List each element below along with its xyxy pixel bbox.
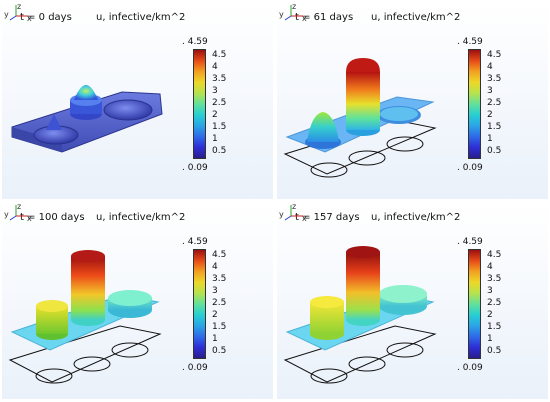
colorbar-min-label: . 0.09 (457, 363, 483, 373)
colorbar-tick: 1 (212, 134, 218, 144)
axis-x-label: x (27, 214, 32, 223)
colorbar-tick: 1 (487, 334, 493, 344)
colorbar-min-label: . 0.09 (182, 163, 208, 173)
colorbar-tick: 1 (487, 134, 493, 144)
colorbar-tick: 2 (212, 310, 218, 320)
colorbar-tick: 0.5 (212, 146, 227, 156)
colorbar-tick: 3.5 (212, 74, 227, 84)
time-label: t = 0 days (20, 12, 72, 23)
colorbar-tick: 3 (212, 286, 218, 296)
colorbar-tick: 2.5 (212, 298, 227, 308)
colorbar-tick: 4 (487, 262, 493, 272)
axis-x-label: x (302, 14, 307, 23)
domain-outline-t100 (8, 325, 162, 384)
surface-plot-t61 (283, 58, 437, 178)
plot-panel-t157: t = 157 days u, infective/km^2 . 4.59 4.… (277, 202, 548, 399)
colorbar-min-label: . 0.09 (457, 163, 483, 173)
axes-triad-icon: y z x (4, 202, 32, 223)
colorbar-tick: 1.5 (487, 322, 502, 332)
colorbar-tick: 2.5 (487, 98, 502, 108)
domain-surface-t0 (11, 85, 163, 153)
expression-label: u, infective/km^2 (371, 12, 461, 23)
colorbar-tick: 3 (487, 286, 493, 296)
time-label: t = 157 days (295, 212, 360, 223)
axis-z-label: z (292, 202, 296, 211)
axis-z-label: z (17, 202, 21, 211)
colorbar-tick: 0.5 (487, 346, 502, 356)
colorbar-max-label: . 4.59 (182, 237, 208, 247)
axis-z-label: z (17, 2, 21, 11)
plot-panel-t0: t = 0 days u, infective/km^2 . 4.59 4.5 … (2, 2, 273, 199)
colorbar-tick: 2 (487, 110, 493, 120)
surface-plot-t100 (8, 250, 162, 384)
colorbar-tick: 4 (212, 62, 218, 72)
colorbar-tick: 4 (487, 62, 493, 72)
colorbar-max-label: . 4.59 (457, 37, 483, 47)
colorbar-tick: 4.5 (212, 250, 227, 260)
expression-label: u, infective/km^2 (371, 212, 461, 223)
colorbar-tick: 4 (212, 262, 218, 272)
plot-panel-t100: t = 100 days u, infective/km^2 . 4.59 4.… (2, 202, 273, 399)
colorbar-tick: 3.5 (212, 274, 227, 284)
colorbar-tick: 2 (487, 310, 493, 320)
axis-y-label: y (279, 210, 284, 219)
axes-triad-icon: y z x (279, 202, 307, 223)
colorbar-tick: 1.5 (212, 122, 227, 132)
domain-surface-t61 (285, 58, 435, 153)
colorbar-tick: 4.5 (487, 50, 502, 60)
surface-plot-t0 (11, 85, 163, 153)
colorbar-tick: 0.5 (212, 346, 227, 356)
axis-x-label: x (302, 214, 307, 223)
colorbar (193, 249, 206, 359)
colorbar (468, 249, 481, 359)
time-label: t = 61 days (295, 12, 354, 23)
axes-triad-icon: y z x (4, 2, 32, 23)
colorbar-tick: 4.5 (487, 250, 502, 260)
axis-y-label: y (279, 10, 284, 19)
colorbar-tick: 3.5 (487, 74, 502, 84)
colorbar-tick: 4.5 (212, 50, 227, 60)
colorbar-max-label: . 4.59 (182, 37, 208, 47)
colorbar-tick: 2.5 (212, 98, 227, 108)
time-label: t = 100 days (20, 212, 85, 223)
axis-x-label: x (27, 14, 32, 23)
surface-plot-t157 (283, 246, 437, 384)
colorbar-tick: 2 (212, 110, 218, 120)
colorbar-tick: 1.5 (212, 322, 227, 332)
colorbar-tick: 0.5 (487, 146, 502, 156)
colorbar-min-label: . 0.09 (182, 363, 208, 373)
axis-y-label: y (4, 10, 9, 19)
colorbar-tick: 1.5 (487, 122, 502, 132)
axis-z-label: z (292, 2, 296, 11)
colorbar-tick: 3 (487, 86, 493, 96)
colorbar (468, 49, 481, 159)
colorbar-tick: 3.5 (487, 274, 502, 284)
plot-panel-t61: t = 61 days u, infective/km^2 . 4.59 4.5… (277, 2, 548, 199)
colorbar-max-label: . 4.59 (457, 237, 483, 247)
domain-outline-t157 (283, 325, 437, 384)
expression-label: u, infective/km^2 (96, 212, 186, 223)
domain-surface-t100 (10, 250, 160, 351)
domain-surface-t157 (285, 246, 435, 351)
expression-label: u, infective/km^2 (96, 12, 186, 23)
colorbar-tick: 1 (212, 334, 218, 344)
colorbar-tick: 3 (212, 86, 218, 96)
colorbar-tick: 2.5 (487, 298, 502, 308)
axes-triad-icon: y z x (279, 2, 307, 23)
axis-y-label: y (4, 210, 9, 219)
colorbar (193, 49, 206, 159)
